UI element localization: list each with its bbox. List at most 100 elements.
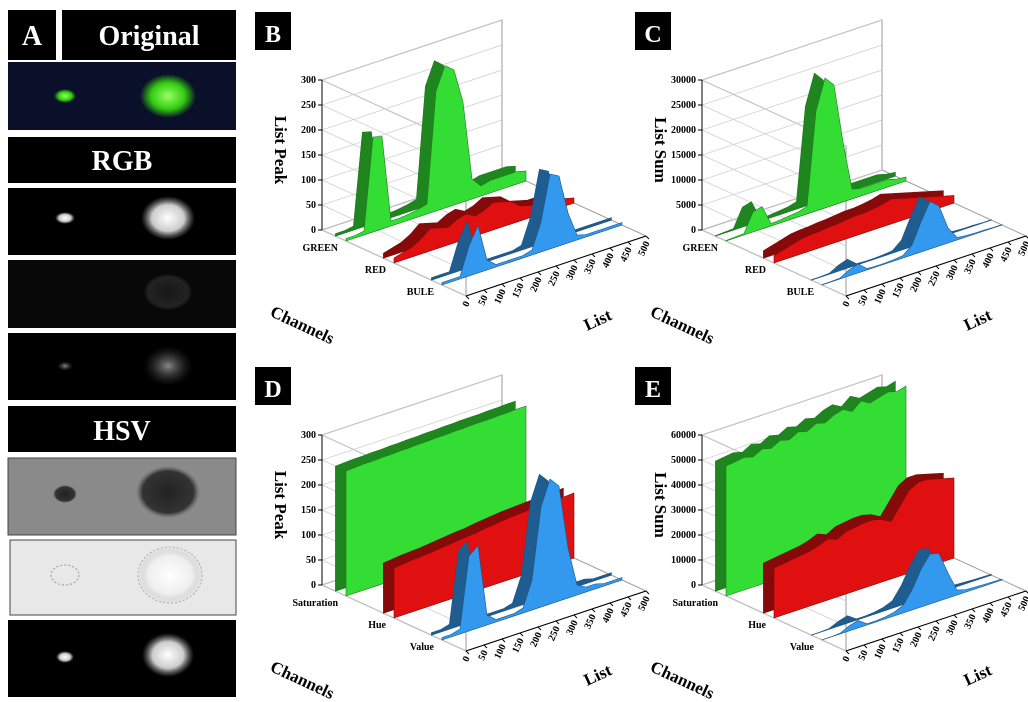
channel-label: RED [745, 265, 766, 276]
x-tick-label: 350 [962, 258, 978, 276]
x-tick-label: 100 [872, 288, 888, 306]
x-tick-label: 50 [857, 294, 871, 308]
x-axis-title: List [581, 660, 615, 689]
tick-mark [900, 633, 903, 636]
x-tick-label: 150 [510, 282, 526, 300]
x-axis-title: List [961, 660, 995, 689]
image [8, 188, 236, 255]
x-tick-label: 400 [980, 252, 996, 270]
x-tick-label: 350 [962, 613, 978, 631]
y-tick-label: 5000 [676, 200, 696, 211]
x-tick-label: 500 [1016, 240, 1028, 258]
tick-mark [556, 621, 559, 624]
x-tick-label: 350 [582, 613, 598, 631]
tick-mark [484, 645, 487, 648]
y-tick-label: 0 [311, 580, 316, 591]
x-tick-label: 150 [890, 282, 906, 300]
y-tick-label: 30000 [671, 75, 696, 86]
grid-line [322, 45, 502, 171]
x-tick-label: 200 [528, 276, 544, 294]
x-tick-label: 450 [998, 601, 1014, 619]
x-tick-label: 50 [477, 294, 491, 308]
channel-label: Saturation [292, 598, 338, 609]
y-tick-label: 200 [301, 125, 316, 136]
y-tick-label: 40000 [671, 480, 696, 491]
tick-mark [484, 290, 487, 293]
tick-mark [972, 609, 975, 612]
tick-mark [502, 639, 505, 642]
y-tick-label: 150 [301, 505, 316, 516]
tick-mark [1008, 597, 1011, 600]
y-tick-label: 0 [311, 225, 316, 236]
z-axis-title: Channels [267, 657, 337, 702]
tick-mark [936, 266, 939, 269]
panel-title: HSV [93, 416, 151, 447]
panel-letter: D [264, 377, 281, 403]
x-tick-label: 300 [944, 264, 960, 282]
channel-label: Value [410, 642, 435, 653]
tick-mark [520, 633, 523, 636]
channel-label: BULE [407, 287, 435, 298]
image [8, 620, 236, 697]
y-tick-label: 10000 [671, 555, 696, 566]
tick-mark [864, 645, 867, 648]
tick-mark [610, 603, 613, 606]
x-tick-label: 250 [546, 625, 562, 643]
image [10, 540, 236, 615]
x-tick-label: 150 [890, 637, 906, 655]
y-tick-label: 20000 [671, 125, 696, 136]
x-tick-label: 0 [461, 655, 473, 664]
tick-mark [556, 266, 559, 269]
spot [143, 346, 193, 386]
grid-line [322, 20, 502, 146]
tick-mark [466, 296, 469, 299]
x-tick-label: 450 [618, 601, 634, 619]
x-tick-label: 100 [492, 288, 508, 306]
panel-letter: E [645, 377, 661, 403]
image [8, 458, 236, 535]
tick-mark [574, 260, 577, 263]
tick-mark [610, 248, 613, 251]
tick-mark [628, 597, 631, 600]
x-tick-label: 500 [1016, 595, 1028, 613]
tick-mark [864, 290, 867, 293]
x-tick-label: 250 [926, 625, 942, 643]
image [8, 260, 236, 328]
image [8, 62, 236, 130]
tick-mark [846, 296, 849, 299]
tick-mark [538, 272, 541, 275]
x-tick-label: 500 [636, 240, 652, 258]
grid-line [322, 70, 502, 196]
panel-letter: B [265, 22, 281, 48]
tick-mark [918, 627, 921, 630]
y-tick-label: 20000 [671, 530, 696, 541]
spot [140, 74, 196, 118]
tick-mark [538, 627, 541, 630]
chart-panel: 0100002000030000400005000060000050100150… [635, 367, 1028, 702]
x-tick-label: 450 [618, 246, 634, 264]
channel-label: Value [790, 642, 815, 653]
tick-mark [954, 615, 957, 618]
channel-label: GREEN [682, 243, 718, 254]
panel-title: RGB [92, 146, 153, 177]
tick-mark [466, 651, 469, 654]
spot [144, 274, 192, 310]
y-tick-label: 150 [301, 150, 316, 161]
x-axis-title: List [581, 305, 615, 334]
y-axis-title: List Sum [651, 117, 670, 183]
x-tick-label: 250 [926, 270, 942, 288]
y-tick-label: 300 [301, 75, 316, 86]
tick-mark [502, 284, 505, 287]
tick-mark [990, 603, 993, 606]
x-tick-label: 0 [841, 655, 853, 664]
x-tick-label: 250 [546, 270, 562, 288]
spot [57, 361, 73, 371]
panel-letter: C [644, 22, 661, 48]
y-tick-label: 100 [301, 530, 316, 541]
y-axis-title: List Sum [651, 472, 670, 538]
y-tick-label: 0 [691, 225, 696, 236]
z-axis-title: Channels [267, 302, 337, 348]
y-tick-label: 50 [306, 200, 316, 211]
tick-mark [918, 272, 921, 275]
y-tick-label: 0 [691, 580, 696, 591]
